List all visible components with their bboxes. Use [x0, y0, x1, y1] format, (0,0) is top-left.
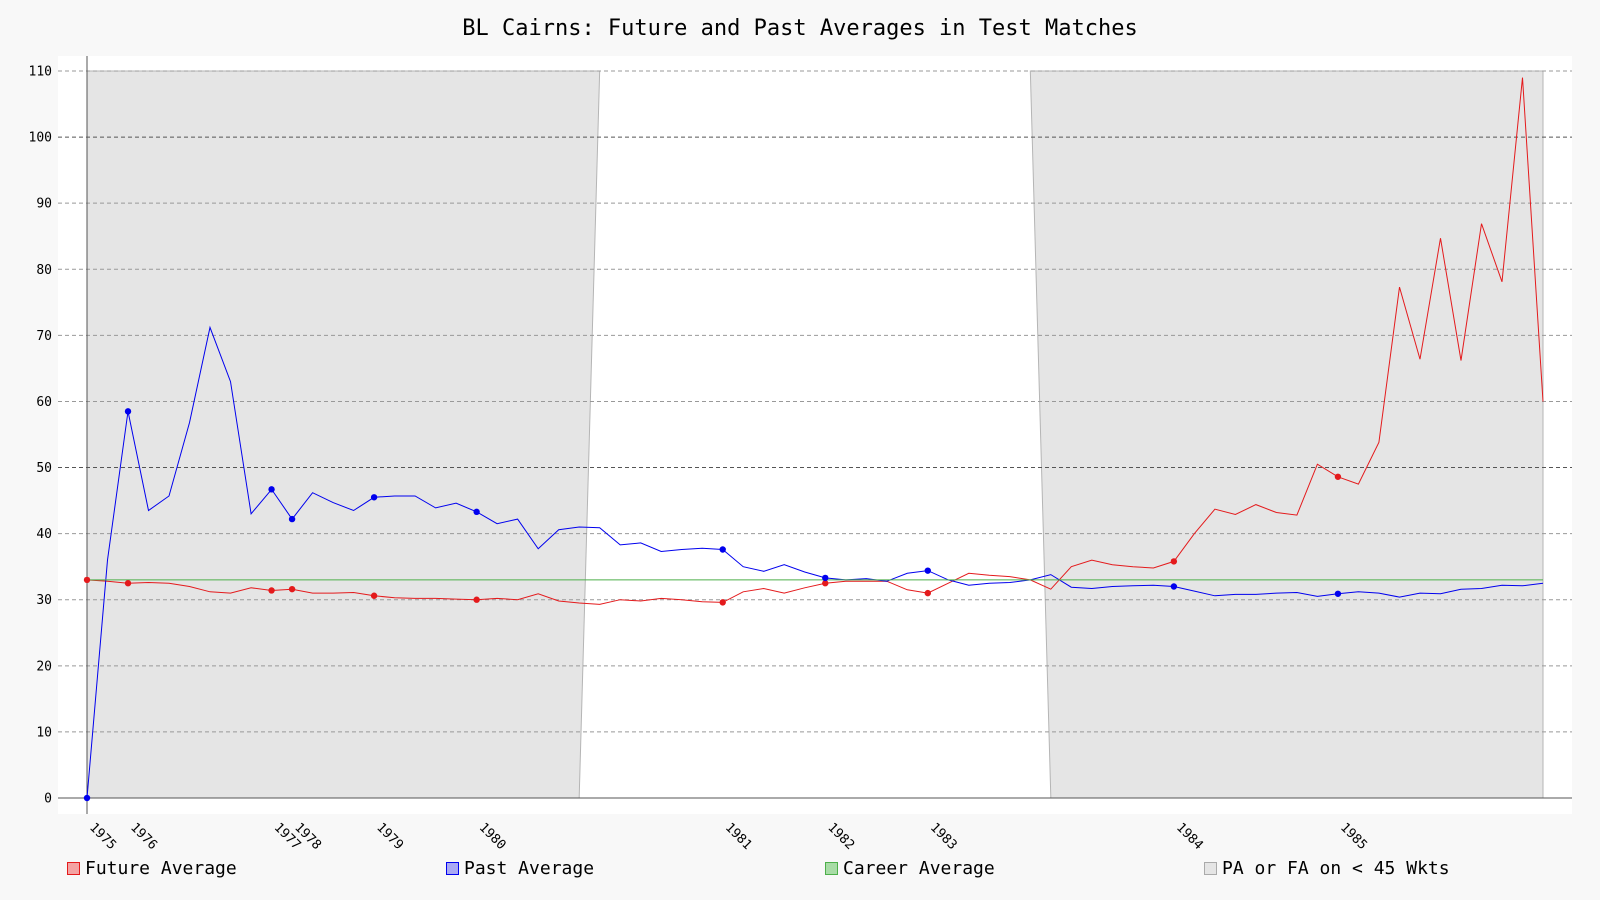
- shaded-region-1: [1029, 70, 1544, 799]
- series-1-point-14: [370, 494, 378, 501]
- legend-label-shaded: PA or FA on < 45 Wkts: [1222, 858, 1450, 879]
- series-1-point-19: [473, 508, 480, 516]
- legend-swatch-past: [446, 862, 459, 875]
- x-tick-label-1983: 1983: [927, 820, 960, 853]
- y-tick-labels: 0 10 20 30 40 50 60 70 80 90 100 110: [29, 65, 52, 807]
- series-1-point-41: [924, 567, 931, 574]
- series-0-point-9: [268, 587, 275, 594]
- y-tick-label-110: 110: [29, 65, 52, 80]
- x-tick-label-1980: 1980: [476, 820, 509, 853]
- y-tick-label-0: 0: [44, 792, 52, 807]
- y-tick-label-50: 50: [36, 461, 52, 476]
- y-tick-label-30: 30: [36, 593, 52, 608]
- series-line-1: [86, 325, 1544, 799]
- grid-lines: [58, 70, 1572, 799]
- series-1-point-0: [83, 794, 91, 802]
- series-0-point-31: [719, 599, 726, 606]
- x-tick-label-1979: 1979: [373, 820, 406, 853]
- x-tick-label-1982: 1982: [824, 820, 857, 853]
- series-0-point-0: [83, 576, 91, 584]
- shaded-region-0: [86, 70, 601, 799]
- series-1-point-53: [1170, 583, 1178, 590]
- x-tick-label-1981: 1981: [722, 820, 755, 853]
- y-tick-label-70: 70: [36, 329, 52, 344]
- y-tick-label-40: 40: [36, 527, 52, 542]
- axes: [58, 56, 1572, 814]
- series-0-point-14: [370, 592, 378, 599]
- y-tick-label-80: 80: [36, 263, 52, 278]
- series-lines: [86, 77, 1544, 799]
- legend-item-future-average[interactable]: Future Average: [67, 858, 237, 879]
- series-line-0: [86, 77, 1544, 605]
- shaded-regions: [86, 70, 1544, 799]
- series-0-point-36: [822, 580, 829, 587]
- legend-label-future: Future Average: [85, 858, 237, 879]
- series-0-point-41: [924, 589, 931, 597]
- legend-item-career-average[interactable]: Career Average: [825, 858, 995, 879]
- legend: Future Average Past Average Career Avera…: [0, 858, 1600, 882]
- series-0-point-19: [473, 596, 480, 603]
- series-0-point-61: [1334, 473, 1342, 480]
- x-tick-label-1975: 1975: [86, 820, 119, 853]
- y-tick-label-20: 20: [36, 659, 52, 674]
- series-1-point-31: [719, 546, 726, 553]
- series-0-point-10: [288, 585, 296, 593]
- legend-swatch-career: [825, 862, 838, 875]
- legend-item-past-average[interactable]: Past Average: [446, 858, 594, 879]
- y-tick-label-10: 10: [36, 725, 52, 740]
- x-tick-label-1985: 1985: [1337, 820, 1370, 853]
- legend-label-past: Past Average: [464, 858, 595, 879]
- series-1-point-10: [288, 515, 296, 523]
- y-tick-label-100: 100: [29, 131, 52, 146]
- series-0-point-2: [124, 580, 132, 587]
- series-markers: [83, 408, 1342, 802]
- legend-swatch-shaded: [1204, 862, 1217, 875]
- legend-item-shaded-band[interactable]: PA or FA on < 45 Wkts: [1204, 858, 1450, 879]
- chart-title: BL Cairns: Future and Past Averages in T…: [462, 16, 1138, 41]
- x-tick-label-1984: 1984: [1173, 820, 1206, 853]
- x-tick-label-1976: 1976: [127, 820, 160, 853]
- y-tick-label-60: 60: [36, 395, 52, 410]
- series-1-point-61: [1334, 590, 1342, 597]
- series-1-point-36: [822, 574, 829, 582]
- legend-label-career: Career Average: [843, 858, 995, 879]
- legend-swatch-future: [67, 862, 80, 875]
- y-tick-label-90: 90: [36, 197, 52, 212]
- series-1-point-2: [124, 408, 132, 415]
- series-0-point-53: [1170, 558, 1178, 565]
- series-1-point-9: [268, 486, 275, 493]
